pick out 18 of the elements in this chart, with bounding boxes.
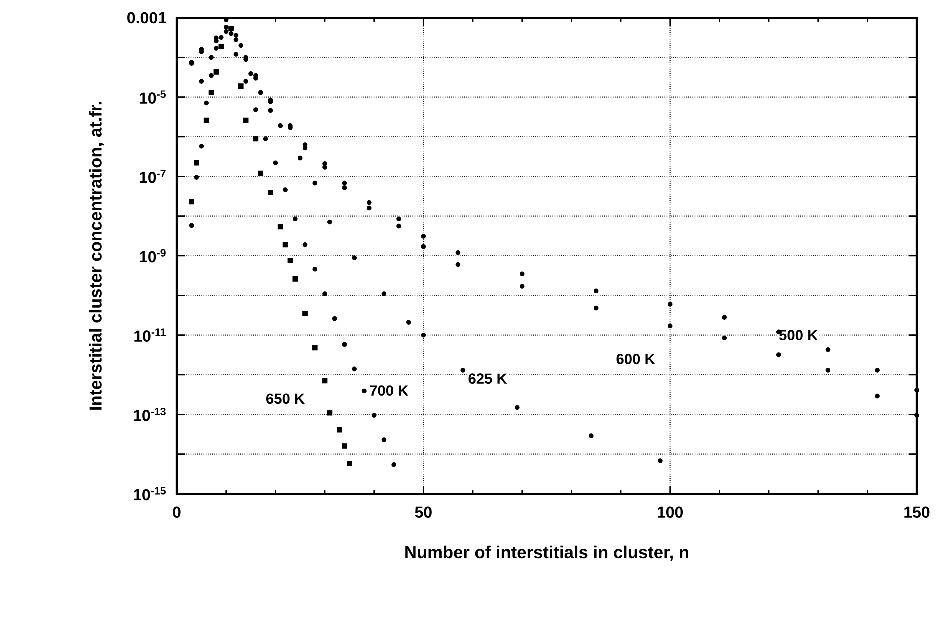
y-axis-title: Interstitial cluster concentration, at.fr.	[89, 102, 104, 410]
annotation: 700 K	[370, 386, 409, 396]
x-tick-label: 0	[173, 506, 181, 518]
x-tick-label: 150	[904, 506, 930, 518]
y-tick-label: 10$^{-9}$	[140, 249, 166, 263]
x-tick-label: 50	[415, 506, 432, 518]
x-tick-label: 100	[658, 506, 684, 518]
x-axis-title: Number of interstitials in cluster, n	[406, 546, 688, 562]
y-tick-label: 0.001	[128, 12, 167, 24]
y-tick-label: 10$^{-7}$	[140, 170, 166, 184]
annotation: 600 K	[616, 354, 656, 364]
y-tick-label: 10$^{-11}$	[134, 328, 166, 342]
y-tick-label: 10$^{-13}$	[134, 408, 166, 422]
annotation: 625 K	[468, 374, 508, 384]
y-tick-label: 10$^{-5}$	[140, 90, 166, 104]
y-tick-label: 10$^{-15}$	[134, 487, 166, 501]
annotation: 500 K	[779, 330, 818, 341]
annotation: 650 K	[266, 394, 305, 404]
